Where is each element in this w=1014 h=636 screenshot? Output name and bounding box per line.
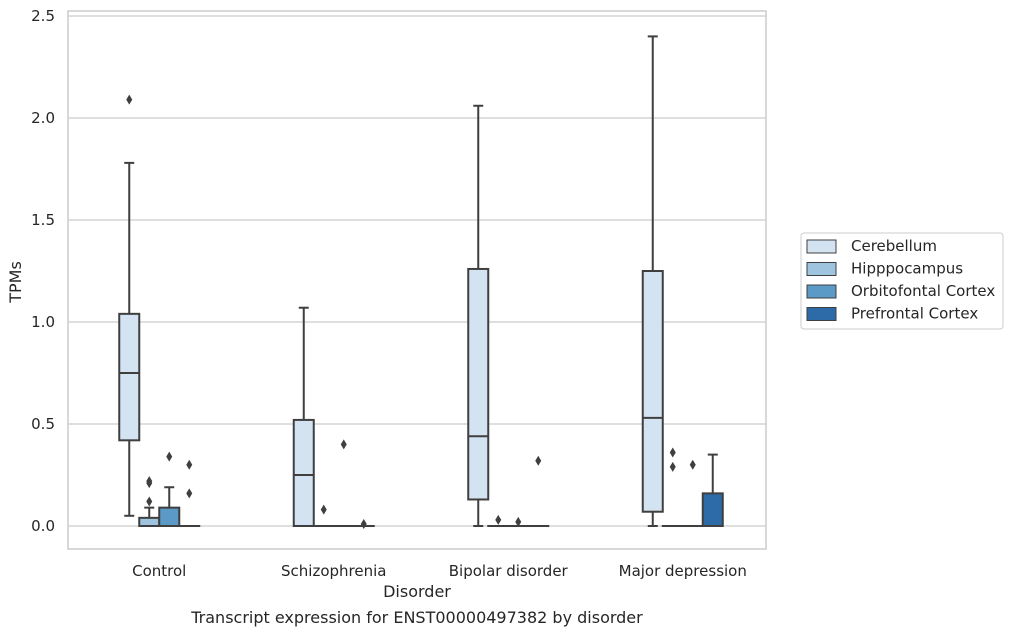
- box-iqr: [118, 312, 141, 442]
- flier-point: [186, 488, 193, 499]
- box-0-1: [292, 306, 315, 528]
- y-tick-label: 1.5: [31, 211, 55, 229]
- flier-point: [146, 476, 153, 487]
- flier-point: [689, 459, 696, 470]
- box-3-0: [178, 459, 201, 528]
- x-tick-label: Schizophrenia: [281, 562, 386, 580]
- plot-frame: [67, 10, 767, 550]
- y-tick-label: 0.5: [31, 415, 55, 433]
- flier-point: [186, 459, 193, 470]
- flier-point: [320, 504, 327, 515]
- box-3-3: [701, 453, 724, 527]
- box-series: [118, 35, 724, 529]
- x-axis-label: Disorder: [383, 582, 451, 601]
- flier-point: [535, 455, 542, 466]
- box-1-0: [138, 476, 161, 528]
- x-tick-label: Bipolar disorder: [449, 562, 569, 580]
- flier-point: [360, 518, 367, 529]
- y-axis-ticks: 0.0 0.5 1.0 1.5 2.0 2.5: [31, 7, 55, 535]
- y-axis-label: TPMs: [6, 261, 25, 304]
- box-3-2: [527, 455, 550, 528]
- legend-swatch: [806, 262, 837, 276]
- flier-point: [126, 94, 133, 105]
- flier-point: [340, 439, 347, 450]
- x-axis-ticks: Control Schizophrenia Bipolar disorder Majo…: [132, 562, 747, 580]
- y-tick-label: 1.0: [31, 313, 55, 331]
- flier-point: [146, 496, 153, 507]
- legend-frame: [800, 232, 1004, 330]
- flier-point: [495, 514, 502, 525]
- legend-label: Cerebellum: [851, 237, 937, 255]
- box-2-0: [158, 451, 181, 528]
- box-0-2: [467, 104, 490, 527]
- box-3-1: [352, 518, 375, 529]
- legend-swatch: [806, 284, 837, 299]
- flier-point: [166, 451, 173, 462]
- y-tick-label: 0.0: [31, 517, 55, 535]
- legend-label: Prefrontal Cortex: [851, 305, 978, 323]
- y-tick-label: 2.5: [31, 7, 55, 25]
- legend-label: Hipppocampus: [851, 260, 963, 278]
- box-iqr: [641, 270, 664, 513]
- box-iqr: [158, 506, 181, 528]
- box-1-2: [487, 514, 510, 528]
- flier-point: [669, 461, 676, 472]
- legend-label: Orbitofontal Cortex: [851, 282, 995, 300]
- box-iqr: [701, 492, 724, 527]
- chart-caption: Transcript expression for ENST0000049738…: [190, 608, 643, 627]
- flier-point: [515, 516, 522, 527]
- box-iqr: [292, 418, 315, 528]
- box-iqr: [138, 516, 161, 528]
- flier-point: [669, 447, 676, 458]
- x-tick-label: Major depression: [619, 562, 747, 580]
- legend-swatch: [806, 239, 837, 254]
- legend: Cerebellum Hipppocampus Orbitofontal Corte…: [800, 232, 1004, 330]
- x-tick-label: Control: [132, 562, 186, 580]
- box-0-3: [641, 35, 664, 527]
- box-0-0: [118, 94, 141, 517]
- legend-swatch: [806, 307, 837, 321]
- y-tick-label: 2.0: [31, 109, 55, 127]
- box-iqr: [467, 267, 490, 501]
